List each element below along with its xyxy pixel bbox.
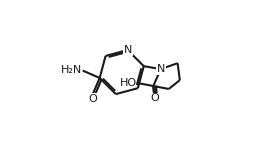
Text: O: O xyxy=(150,93,159,103)
Text: HO: HO xyxy=(120,78,137,88)
Text: O: O xyxy=(89,94,97,104)
Text: H₂N: H₂N xyxy=(61,65,82,75)
Text: N: N xyxy=(123,45,132,55)
Text: N: N xyxy=(156,64,165,74)
